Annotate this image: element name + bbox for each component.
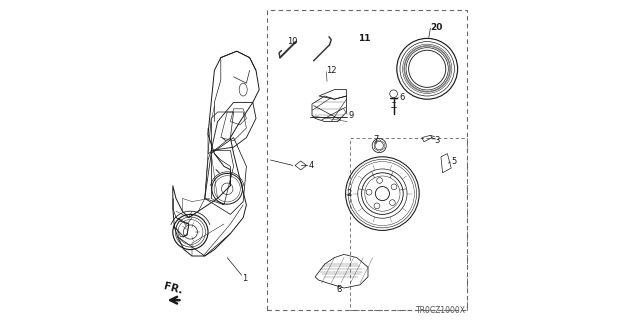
Text: 8: 8: [336, 285, 341, 294]
Text: 7: 7: [374, 135, 379, 144]
Text: 4: 4: [308, 161, 314, 170]
Text: 2: 2: [347, 189, 352, 198]
Text: 20: 20: [430, 23, 443, 32]
Bar: [351, 138, 467, 310]
Text: 11: 11: [358, 34, 371, 43]
Text: 5: 5: [451, 157, 456, 166]
Text: TR0CZ1000X: TR0CZ1000X: [415, 306, 466, 315]
Text: 10: 10: [287, 37, 298, 46]
Text: 3: 3: [435, 136, 440, 145]
Text: 1: 1: [242, 274, 247, 283]
Text: 12: 12: [326, 66, 336, 75]
Text: 6: 6: [399, 93, 404, 102]
Bar: [268, 10, 467, 310]
Text: FR.: FR.: [163, 282, 184, 296]
Text: 9: 9: [349, 111, 354, 120]
